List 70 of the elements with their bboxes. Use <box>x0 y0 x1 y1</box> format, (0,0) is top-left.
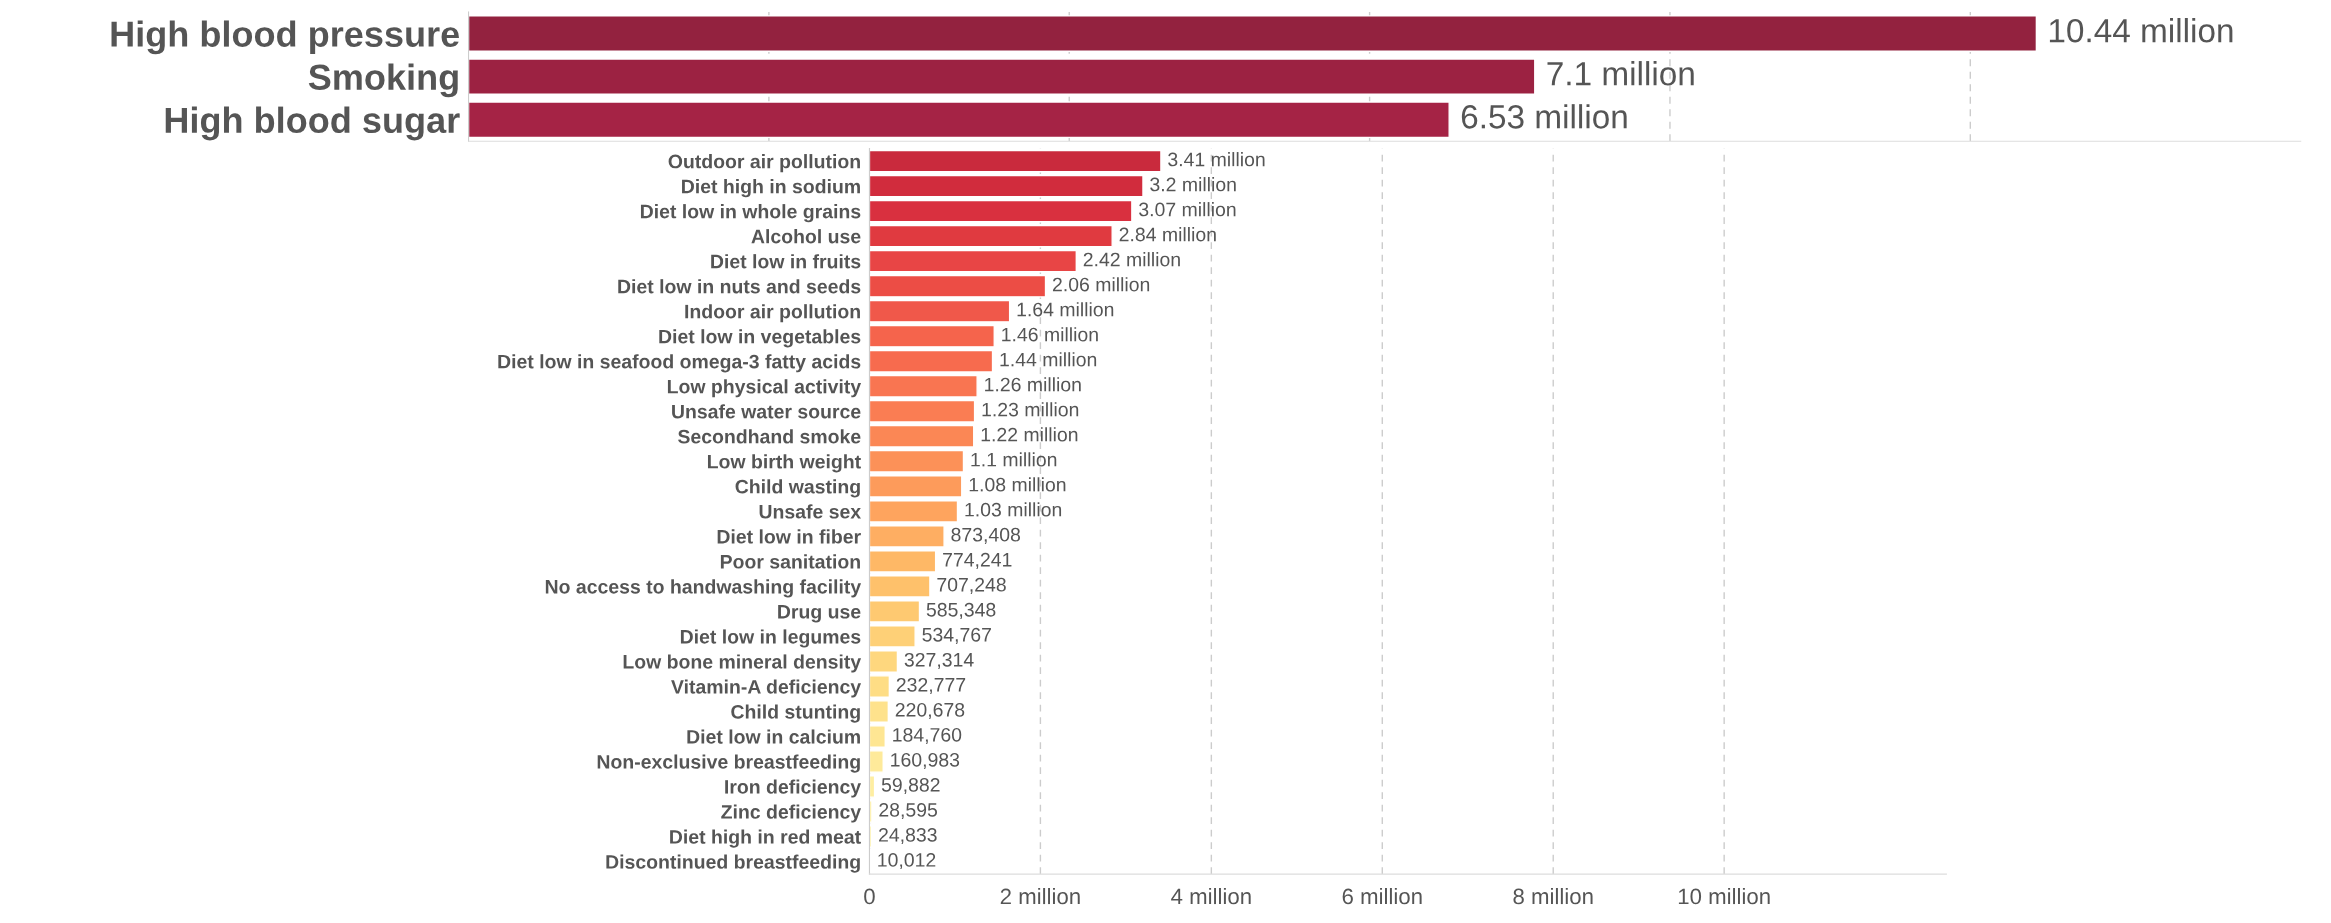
y-tick-label: Drug use <box>778 605 861 623</box>
y-tick-label: Diet high in red meat <box>670 829 861 848</box>
data-label: 232,777 <box>896 677 966 694</box>
data-label: 327,314 <box>904 652 974 669</box>
y-tick-label: Secondhand smoke <box>678 429 861 444</box>
data-label: 1.1 million <box>971 452 1057 467</box>
y-tick-label: Discontinued breastfeeding <box>606 854 860 873</box>
y-tick-label: Diet low in nuts and seeds <box>618 279 861 294</box>
data-label: 2.06 million <box>1052 277 1150 292</box>
data-label: 1.44 million <box>1000 352 1097 367</box>
data-label: 534,767 <box>922 627 991 644</box>
y-tick-label: Diet low in whole grains <box>640 204 861 223</box>
data-label: 28,595 <box>879 802 938 820</box>
y-tick-label: Poor sanitation <box>720 554 860 569</box>
data-label: 6.53 million <box>1461 104 1627 129</box>
y-tick-label: Diet low in fiber <box>717 529 861 544</box>
y-tick-label: Non-exclusive breastfeeding <box>597 754 860 773</box>
data-label: 774,241 <box>943 552 1012 569</box>
y-tick-label: Unsafe sex <box>759 504 861 519</box>
y-tick-label: Iron deficiency <box>725 779 862 798</box>
data-label: 1.22 million <box>981 427 1078 442</box>
x-tick-label: 4 million <box>1171 887 1251 905</box>
x-tick-label: 2 million <box>1000 887 1080 905</box>
data-label: 3.07 million <box>1139 202 1236 217</box>
y-tick-label: Alcohol use <box>751 229 861 244</box>
x-tick-label: 0 <box>864 888 875 905</box>
y-tick-label: Diet low in calcium <box>687 729 860 744</box>
y-tick-label: Diet low in seafood omega-3 fatty acids <box>498 354 861 373</box>
y-tick-label: Diet high in sodium <box>682 179 860 198</box>
data-label: 24,833 <box>879 828 937 845</box>
data-label: 1.03 million <box>965 502 1062 517</box>
y-tick-label: Diet low in vegetables <box>659 329 861 348</box>
y-tick-label: Low birth weight <box>707 454 861 473</box>
data-label: 59,882 <box>881 777 940 795</box>
data-label: 2.84 million <box>1119 227 1216 242</box>
y-tick-label: Diet low in legumes <box>680 629 861 648</box>
data-label: 160,983 <box>891 752 960 770</box>
y-tick-label: Low physical activity <box>667 379 862 398</box>
data-label: 1.26 million <box>985 377 1081 392</box>
y-tick-label: Child wasting <box>735 479 860 498</box>
data-label: 1.23 million <box>982 402 1079 417</box>
x-tick-label: 10 million <box>1678 887 1770 905</box>
x-tick-label: 6 million <box>1342 887 1422 905</box>
y-tick-label: Child stunting <box>731 704 860 723</box>
y-tick-label: Unsafe water source <box>672 404 861 419</box>
y-tick-label: Smoking <box>308 63 458 98</box>
data-label: 184,760 <box>893 727 962 745</box>
y-tick-label: High blood sugar <box>165 106 460 141</box>
data-label: 10,012 <box>878 853 936 870</box>
y-tick-label: Outdoor air pollution <box>668 154 860 173</box>
data-label: 1.08 million <box>969 477 1066 492</box>
data-label: 2.42 million <box>1083 252 1180 267</box>
y-tick-label: Low bone mineral density <box>623 654 862 673</box>
data-label: 7.1 million <box>1547 61 1694 86</box>
data-label: 1.46 million <box>1002 327 1098 342</box>
data-label: 3.2 million <box>1150 177 1236 192</box>
y-tick-label: Indoor air pollution <box>685 304 860 323</box>
data-label: 1.64 million <box>1017 302 1114 317</box>
data-label: 10.44 million <box>2049 18 2233 43</box>
data-label: 707,248 <box>937 577 1006 594</box>
y-tick-label: Vitamin-A deficiency <box>671 679 862 698</box>
y-tick-label: Diet low in fruits <box>711 254 861 269</box>
x-tick-label: 8 million <box>1513 887 1593 905</box>
y-tick-label: High blood pressure <box>111 20 459 55</box>
data-label: 3.41 million <box>1168 152 1265 167</box>
y-tick-label: No access to handwashing facility <box>545 579 862 598</box>
y-tick-label: Zinc deficiency <box>721 804 862 823</box>
data-label: 220,678 <box>895 702 965 719</box>
data-label: 585,348 <box>926 602 996 619</box>
data-label: 873,408 <box>951 527 1021 544</box>
